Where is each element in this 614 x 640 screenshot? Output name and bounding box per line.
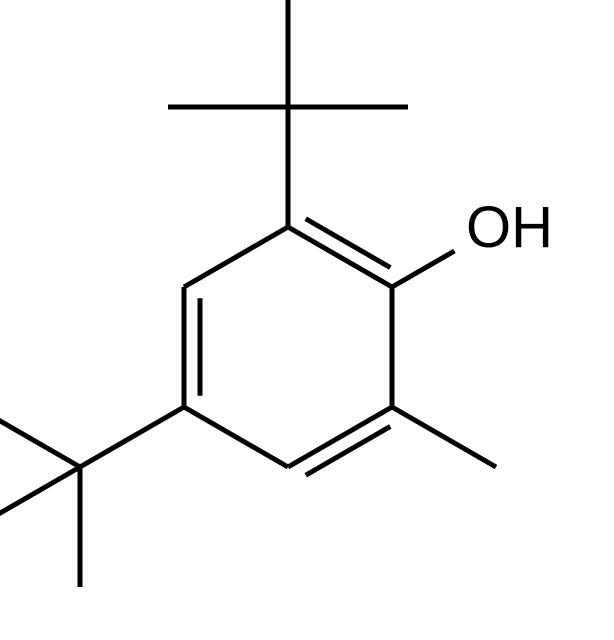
atom-label-O: OH xyxy=(466,195,553,260)
bond xyxy=(392,251,454,287)
molecule-structure: OH xyxy=(0,0,614,640)
bond xyxy=(0,467,80,527)
bond xyxy=(80,407,184,467)
bond xyxy=(184,407,288,467)
bond-layer xyxy=(0,0,496,587)
bond xyxy=(184,227,288,287)
bond xyxy=(392,407,496,467)
label-layer: OH xyxy=(466,195,553,260)
bond xyxy=(0,407,80,467)
